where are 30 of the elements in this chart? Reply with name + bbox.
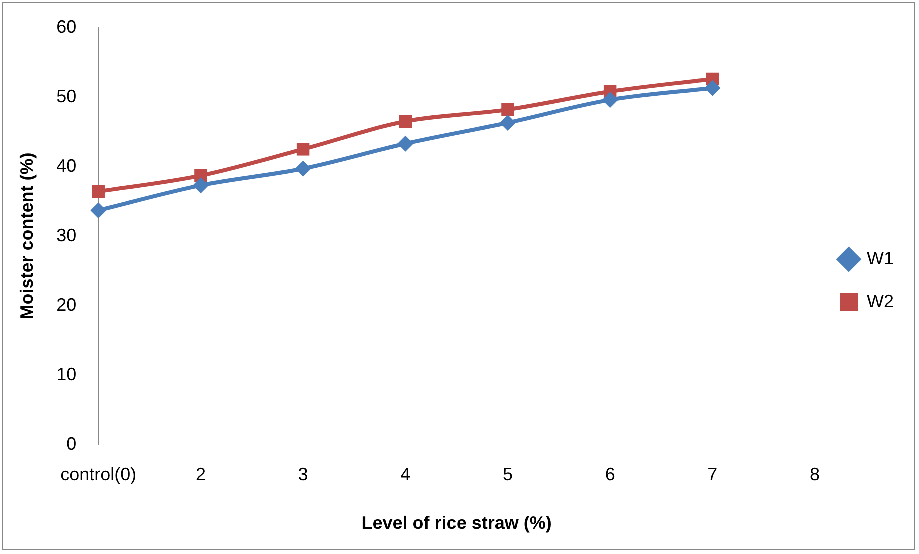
point: [295, 160, 312, 177]
x-tick-label: 2: [196, 464, 206, 485]
x-tick-label: control(0): [60, 464, 137, 485]
y-tick-label: 30: [56, 225, 77, 246]
y-tick-label: 50: [56, 86, 77, 106]
x-tick-label: 8: [810, 464, 820, 485]
point: [398, 136, 414, 152]
x-tick-label: 3: [298, 464, 308, 485]
point: [296, 143, 310, 156]
y-tick-label: 10: [56, 364, 77, 384]
y-tick-label: 40: [56, 156, 77, 176]
x-tick-label: 6: [605, 464, 616, 485]
legend-label: W2: [867, 291, 894, 312]
y-axis-title: Moister content (%): [16, 152, 37, 320]
point: [399, 115, 412, 128]
point: [602, 92, 618, 108]
point: [92, 185, 105, 198]
point: [500, 115, 516, 132]
y-tick-label: 0: [66, 434, 77, 454]
legend-label: W1: [867, 248, 894, 268]
point: [90, 202, 107, 219]
point: [704, 80, 721, 96]
x-tick-label: 4: [400, 464, 411, 485]
y-tick-label: 60: [56, 16, 77, 37]
x-tick-label: 7: [708, 464, 718, 485]
y-tick-label: 20: [56, 294, 77, 315]
point: [502, 103, 514, 116]
x-axis-title: Level of rice straw (%): [362, 513, 552, 534]
point: [192, 178, 209, 194]
x-tick-label: 5: [502, 464, 513, 485]
